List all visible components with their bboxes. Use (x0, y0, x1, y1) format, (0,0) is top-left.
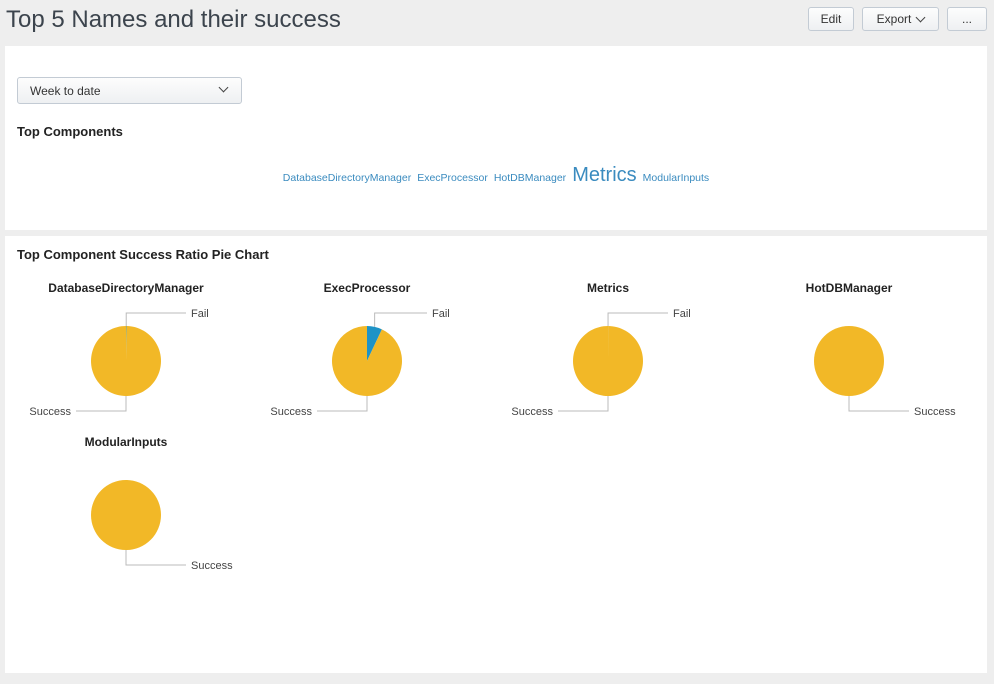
page-title: Top 5 Names and their success (6, 6, 341, 33)
pie-label-fail: Fail (191, 308, 209, 320)
tag-cloud-item[interactable]: DatabaseDirectoryManager (282, 172, 412, 184)
tag-cloud-item[interactable]: Metrics (572, 164, 637, 186)
pie-slice-success[interactable] (332, 326, 402, 396)
top-components-panel: Week to date Top Components DatabaseDire… (5, 46, 987, 230)
pie-chart-title: HotDBManager (805, 281, 893, 295)
pie-chart-title: ModularInputs (84, 435, 168, 449)
success-leader-line (125, 550, 186, 566)
pie-label-success: Success (914, 406, 956, 418)
pie-label-fail: Fail (432, 308, 450, 320)
pie-slice-success[interactable] (91, 480, 161, 550)
chevron-down-icon (218, 82, 229, 93)
pie-chart-title: DatabaseDirectoryManager (48, 281, 204, 295)
success-leader-line (558, 396, 609, 412)
success-leader-line (848, 396, 909, 412)
export-button[interactable]: Export (862, 7, 939, 31)
tag-cloud-item[interactable]: ExecProcessor (417, 172, 488, 184)
fail-leader-line (607, 312, 668, 327)
pie-panel-title: Top Component Success Ratio Pie Chart (17, 247, 269, 262)
fail-leader-line (374, 312, 427, 327)
tag-cloud: DatabaseDirectoryManager ExecProcessor H… (5, 164, 987, 187)
time-range-value: Week to date (30, 83, 101, 98)
pie-chart-panel: Top Component Success Ratio Pie Chart Fa… (5, 236, 987, 673)
pie-slice-success[interactable] (572, 326, 643, 396)
pie-chart-title: Metrics (586, 281, 630, 295)
success-leader-line (76, 396, 127, 412)
edit-button[interactable]: Edit (808, 7, 854, 31)
success-leader-line (317, 396, 368, 412)
export-label: Export (876, 12, 912, 26)
tag-cloud-item[interactable]: ModularInputs (642, 172, 710, 184)
tag-cloud-item[interactable]: HotDBManager (493, 172, 567, 184)
pie-charts-svg: Fail Success Fail Success Fail Success Success… (29, 308, 956, 572)
fail-leader-line (125, 312, 186, 327)
pie-slice-success[interactable] (91, 326, 162, 396)
time-range-picker[interactable]: Week to date (17, 77, 242, 104)
chevron-down-icon (915, 12, 926, 23)
pie-label-success: Success (511, 406, 553, 418)
pie-label-success: Success (270, 406, 312, 418)
pie-slice-fail[interactable] (367, 326, 382, 361)
pie-label-success: Success (191, 560, 233, 572)
pie-label-fail: Fail (673, 308, 691, 320)
pie-chart-title: ExecProcessor (323, 281, 411, 295)
more-actions-button[interactable]: ... (947, 7, 987, 31)
pie-label-success: Success (29, 406, 71, 418)
top-components-title: Top Components (17, 124, 123, 139)
pie-slice-success[interactable] (814, 326, 884, 396)
